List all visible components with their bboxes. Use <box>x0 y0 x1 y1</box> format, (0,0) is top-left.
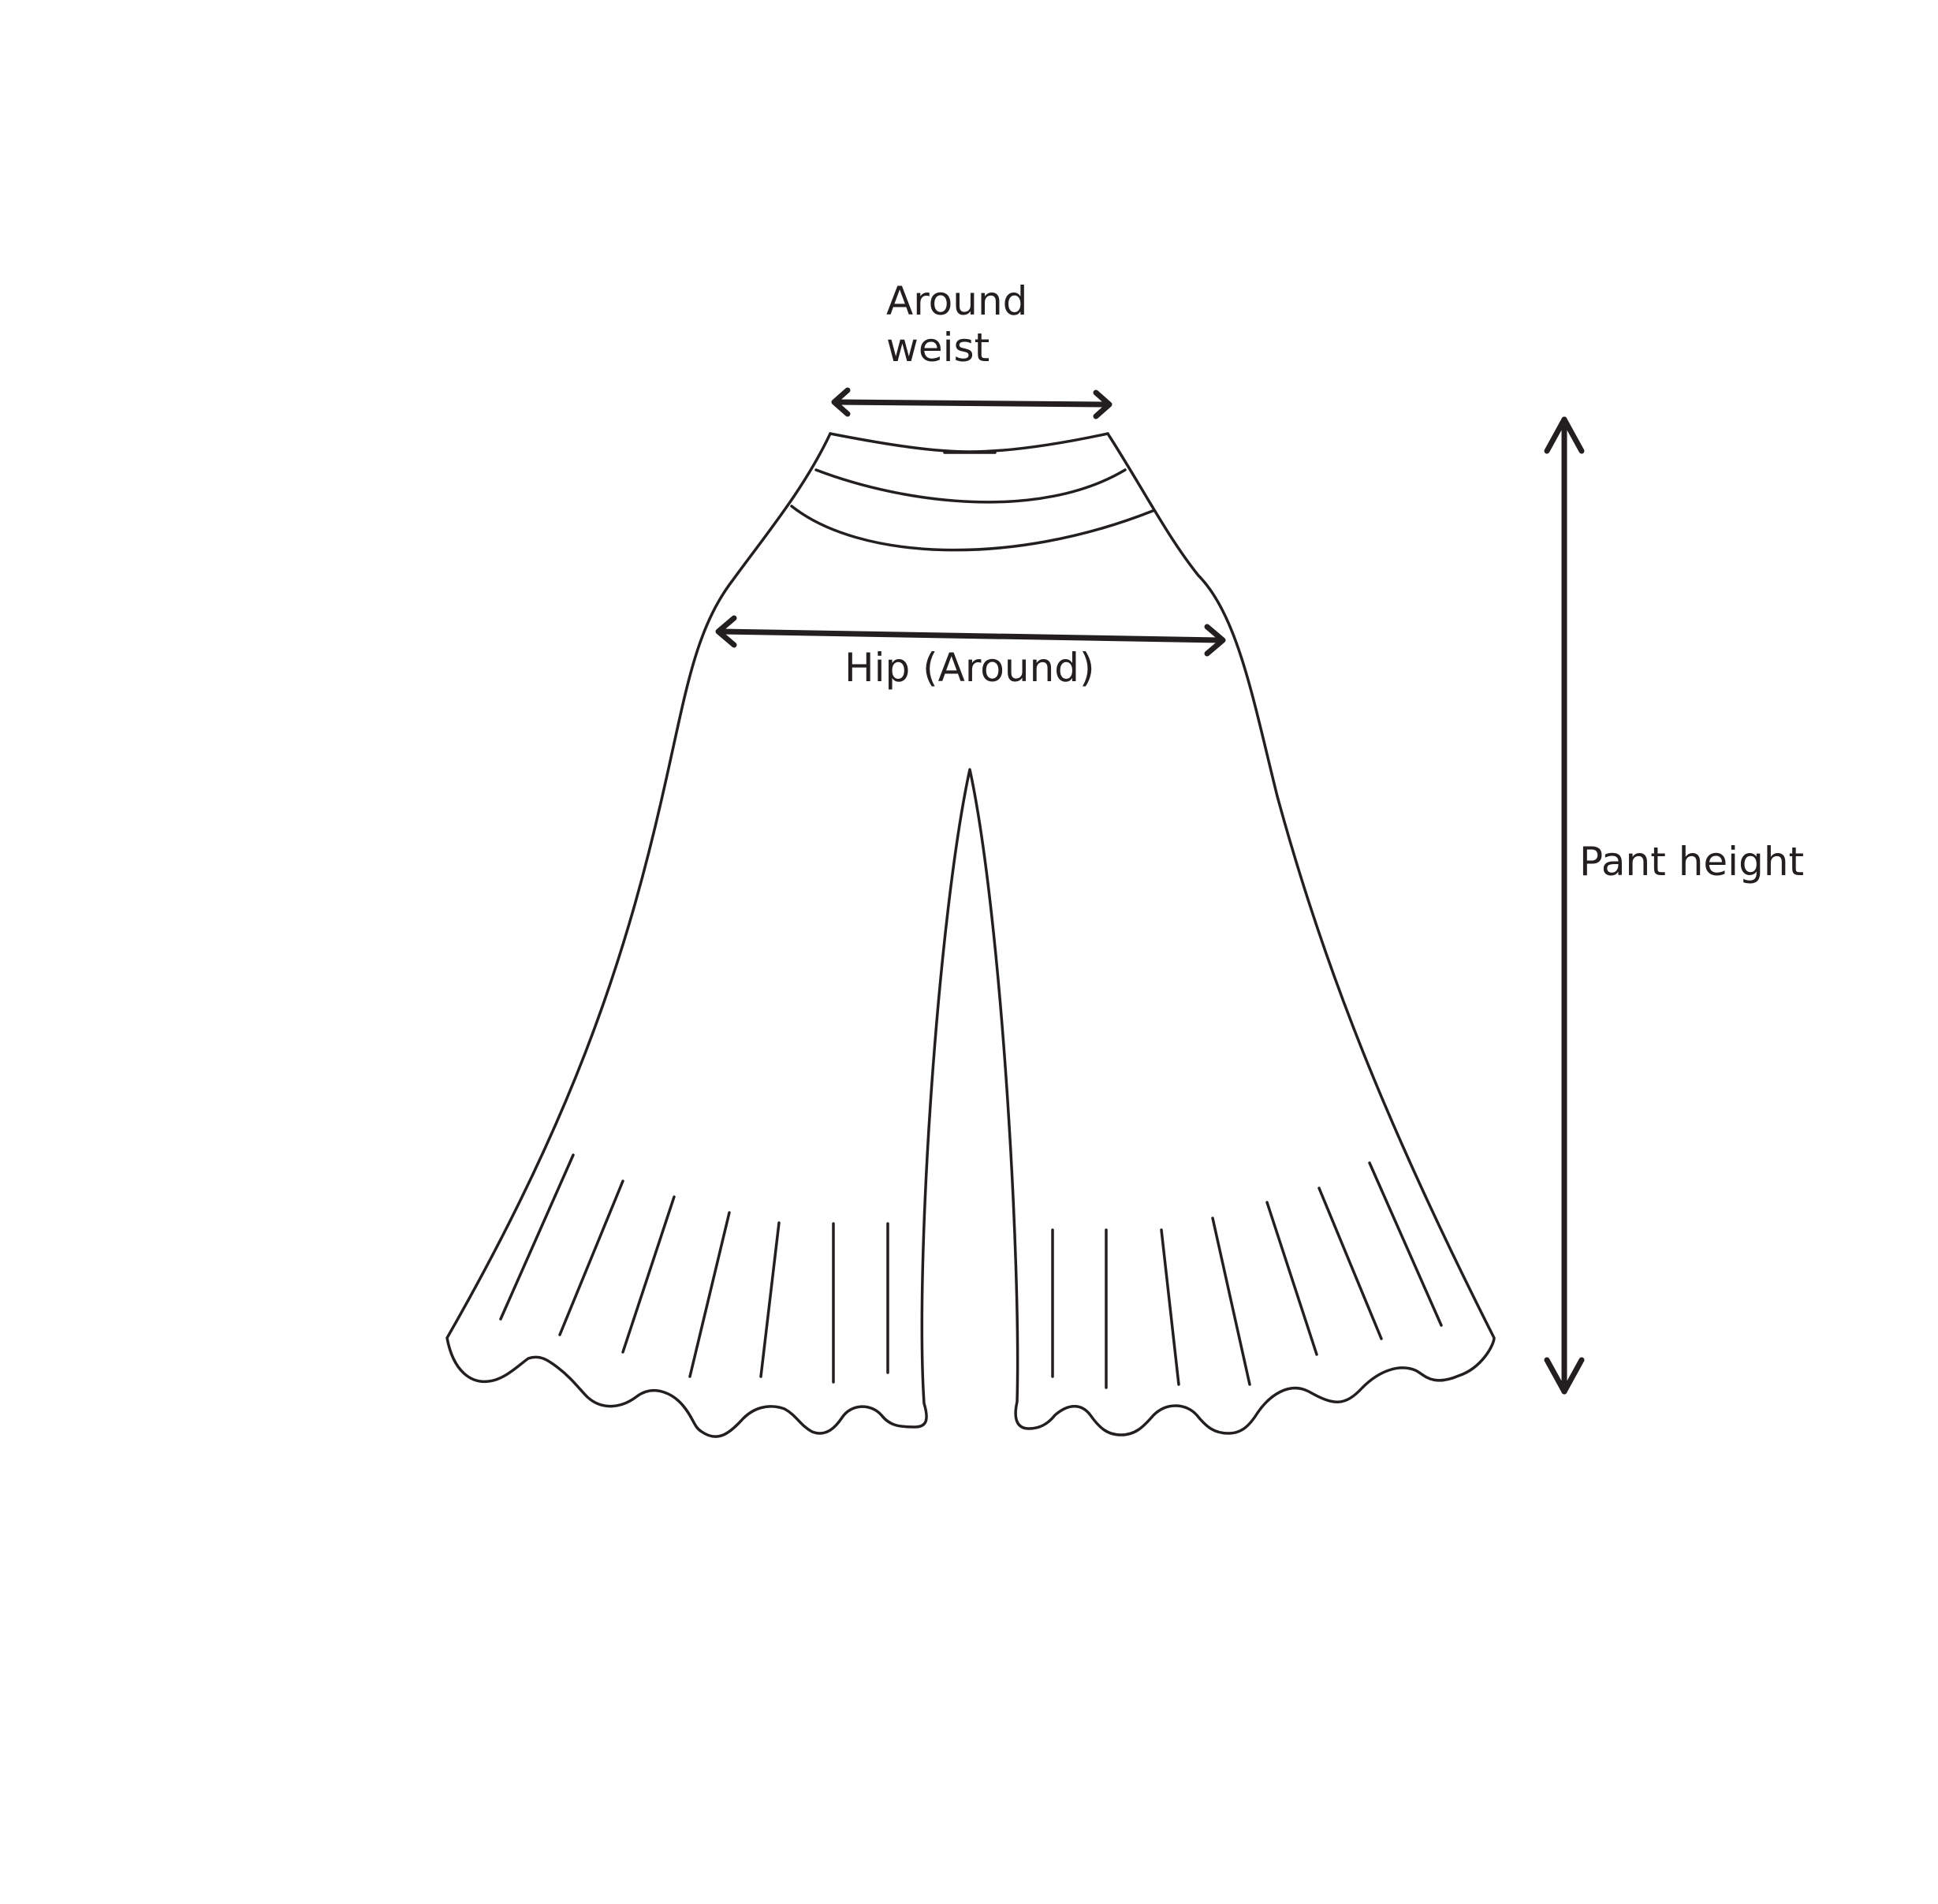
hip-arrow-head-left <box>715 615 737 648</box>
hem-stripe <box>621 1195 676 1354</box>
left-hem-stripes <box>499 1153 889 1384</box>
hip-arrow <box>715 615 1226 657</box>
hip-arrow-shaft <box>717 628 1224 643</box>
height-arrow-head-top <box>1544 416 1585 454</box>
hem-stripe <box>1160 1228 1180 1386</box>
hem-stripe <box>499 1153 575 1321</box>
waist-arrow-shaft <box>833 399 1110 408</box>
waist-arrow <box>831 387 1112 419</box>
waist-arrow-head-left <box>831 387 851 417</box>
waist-label-line-2: weist <box>886 325 990 371</box>
right-hem-stripes <box>1051 1161 1443 1389</box>
hip-label: Hip (Around) <box>844 645 1095 691</box>
height-arrow <box>1544 416 1585 1395</box>
hem-stripe <box>688 1211 731 1378</box>
waistband-top-edge <box>829 432 1109 453</box>
hem-stripe <box>1368 1161 1443 1327</box>
waist-label-line-1: Around <box>886 278 1028 324</box>
waist-arrow-head-right <box>1093 389 1112 419</box>
hem-stripe <box>759 1221 781 1378</box>
height-label: Pant height <box>1579 839 1805 885</box>
height-arrow-head-bottom <box>1544 1357 1585 1395</box>
hem-stripe <box>558 1179 624 1336</box>
hip-arrow-head-right <box>1204 624 1226 657</box>
hem-stripe <box>1211 1217 1251 1386</box>
hem-stripe <box>1317 1187 1383 1340</box>
left-leg-outline <box>445 432 1496 1438</box>
waistband <box>790 432 1154 552</box>
waist-label: Around weist <box>886 278 1027 371</box>
waistband-line-2 <box>790 505 1154 552</box>
waistband-line-1 <box>814 468 1127 504</box>
hem-stripe <box>1265 1201 1318 1356</box>
